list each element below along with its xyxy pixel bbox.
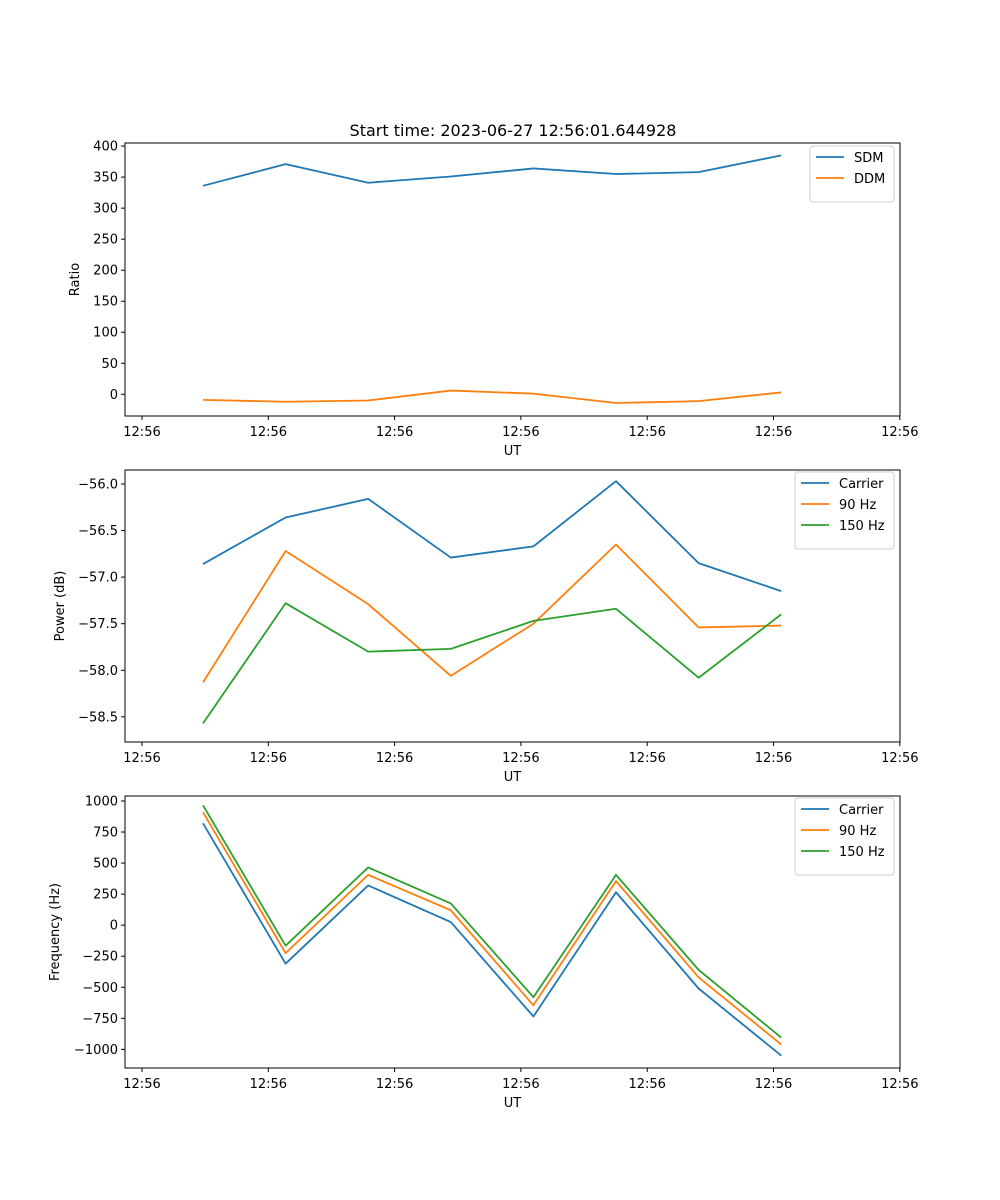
y-tick-label: −57.5 [78, 617, 118, 632]
x-tick-label: 12:56 [502, 425, 539, 440]
legend-box [794, 797, 895, 876]
y-tick-label: 500 [93, 857, 118, 872]
y-tick-label: 300 [93, 202, 118, 217]
x-tick-label: 12:56 [502, 751, 539, 766]
y-tick-label: −500 [82, 981, 118, 996]
x-tick-label: 12:56 [250, 751, 287, 766]
x-axis-label: UT [504, 770, 522, 785]
y-tick-label: −1000 [74, 1043, 118, 1058]
series-line-carrier [202, 480, 782, 592]
y-tick-label: 50 [101, 357, 118, 372]
x-tick-label: 12:56 [628, 1077, 665, 1092]
series-line-ddm [202, 389, 782, 404]
y-tick-label: 350 [93, 171, 118, 186]
y-tick-label: −56.5 [78, 524, 118, 539]
legend-box [794, 471, 895, 550]
series-line-carrier [202, 822, 782, 1057]
y-tick-label: 0 [110, 919, 118, 934]
legend: SDM DDM [809, 145, 895, 203]
legend: Carrier 90 Hz 150 Hz [794, 471, 895, 550]
legend-label: 150 Hz [839, 519, 885, 534]
plot-frame [124, 795, 901, 1069]
legend-label: SDM [854, 151, 883, 166]
y-tick-label: 250 [93, 888, 118, 903]
x-tick-label: 12:56 [123, 1077, 160, 1092]
x-tick-label: 12:56 [881, 1077, 918, 1092]
y-tick-label: 400 [93, 140, 118, 155]
y-tick-label: 1000 [85, 794, 118, 809]
subplots: 0 50 100 150 200 250 300 350 400 12:56 12:56 12:56 1… [48, 140, 919, 1111]
legend: Carrier 90 Hz 150 Hz [794, 797, 895, 876]
series-line-sdm [202, 154, 782, 187]
legend-label: 90 Hz [839, 498, 876, 513]
y-tick-label: 750 [93, 826, 118, 841]
x-axis-label: UT [504, 1096, 522, 1111]
x-tick-label: 12:56 [628, 751, 665, 766]
subplot-2: −58.5 −58.0 −57.5 −57.0 −56.5 −56.0 12:56 12:56… [53, 469, 919, 785]
y-tick-label: −57.0 [78, 571, 118, 586]
y-tick-label: −58.0 [78, 664, 118, 679]
legend-label: 90 Hz [839, 824, 876, 839]
x-tick-label: 12:56 [502, 1077, 539, 1092]
plot-frame [124, 142, 901, 417]
legend-label: Carrier [839, 477, 884, 492]
series-line-90-hz [202, 543, 782, 683]
y-tick-label: −58.5 [78, 710, 118, 725]
y-tick-label: −56.0 [78, 477, 118, 492]
x-tick-label: 12:56 [628, 425, 665, 440]
series-line-150-hz [202, 602, 782, 724]
y-axis-label: Power (dB) [53, 571, 68, 642]
y-tick-label: 150 [93, 295, 118, 310]
y-tick-label: 250 [93, 233, 118, 248]
y-tick-label: −250 [82, 950, 118, 965]
subplot-3: −1000 −750 −500 −250 0 250 500 750 1000 12:56 12:5… [48, 794, 919, 1111]
subplot-1: 0 50 100 150 200 250 300 350 400 12:56 12:56 12:56 1… [68, 140, 919, 459]
x-tick-label: 12:56 [755, 751, 792, 766]
x-tick-label: 12:56 [755, 425, 792, 440]
legend-label: DDM [854, 172, 885, 187]
x-tick-label: 12:56 [881, 425, 918, 440]
x-axis-label: UT [504, 444, 522, 459]
legend-label: Carrier [839, 803, 884, 818]
y-axis-label: Ratio [68, 263, 83, 296]
series-line-150-hz [202, 804, 782, 1039]
legend-label: 150 Hz [839, 845, 885, 860]
x-tick-label: 12:56 [123, 751, 160, 766]
y-axis-label: Frequency (Hz) [48, 883, 63, 981]
x-tick-label: 12:56 [250, 425, 287, 440]
x-tick-label: 12:56 [250, 1077, 287, 1092]
y-tick-label: −750 [82, 1012, 118, 1027]
x-tick-label: 12:56 [755, 1077, 792, 1092]
plot-frame [124, 469, 901, 743]
x-tick-label: 12:56 [376, 425, 413, 440]
y-tick-label: 200 [93, 264, 118, 279]
x-tick-label: 12:56 [376, 1077, 413, 1092]
y-tick-label: 0 [110, 388, 118, 403]
x-tick-label: 12:56 [123, 425, 160, 440]
y-tick-label: 100 [93, 326, 118, 341]
legend-box [809, 145, 895, 203]
x-tick-label: 12:56 [376, 751, 413, 766]
x-tick-label: 12:56 [881, 751, 918, 766]
series-line-90-hz [202, 811, 782, 1046]
figure-title: Start time: 2023-06-27 12:56:01.644928 [350, 121, 677, 140]
